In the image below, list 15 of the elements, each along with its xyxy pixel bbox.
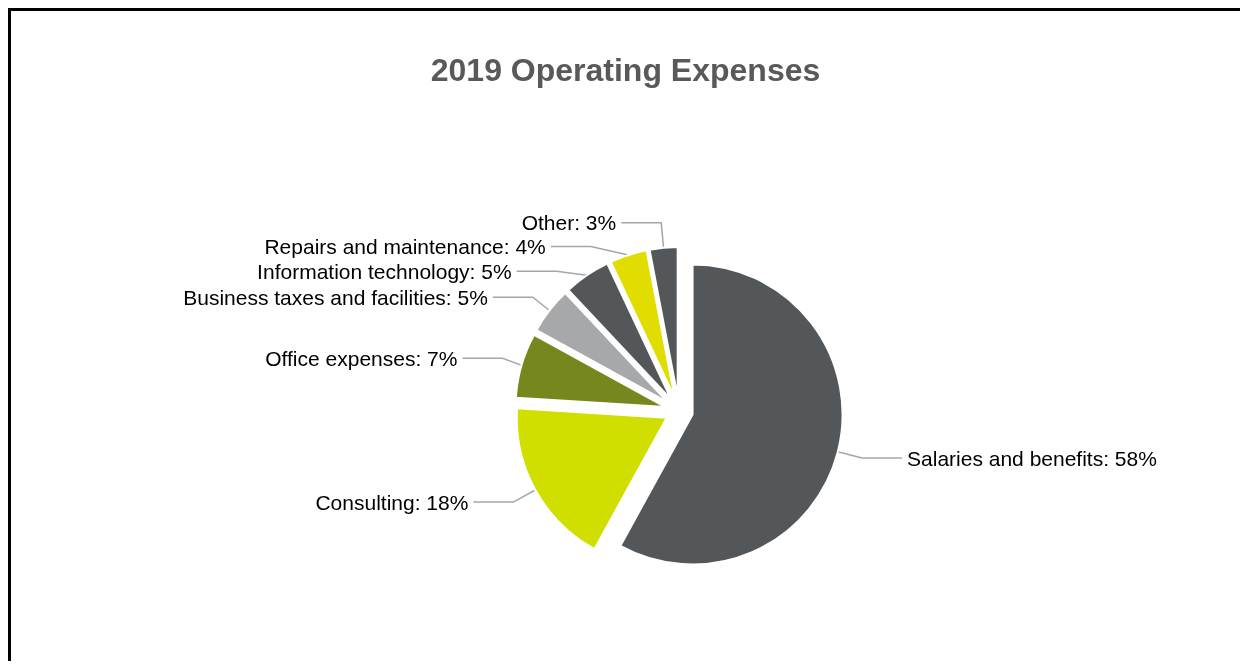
slice-label: Repairs and maintenance (264, 234, 504, 258)
slice-label: Information technology (257, 259, 471, 283)
chart-title: 2019 Operating Expenses (430, 52, 821, 88)
data-label: : 5% (445, 285, 488, 309)
data-label: : 58% (1103, 446, 1157, 470)
slice-label: Consulting (315, 490, 415, 514)
slice-label: Other (521, 211, 575, 235)
data-label: : 5% (469, 259, 512, 283)
data-label: : 3% (574, 211, 617, 235)
data-label: : 7% (415, 346, 458, 370)
data-label: : 18% (414, 490, 469, 514)
slice-label: Salaries and benefits (907, 446, 1104, 470)
slice-label: Business taxes and facilities (183, 285, 446, 309)
data-label: : 4% (503, 234, 546, 258)
slice-label: Office expenses (265, 346, 416, 370)
